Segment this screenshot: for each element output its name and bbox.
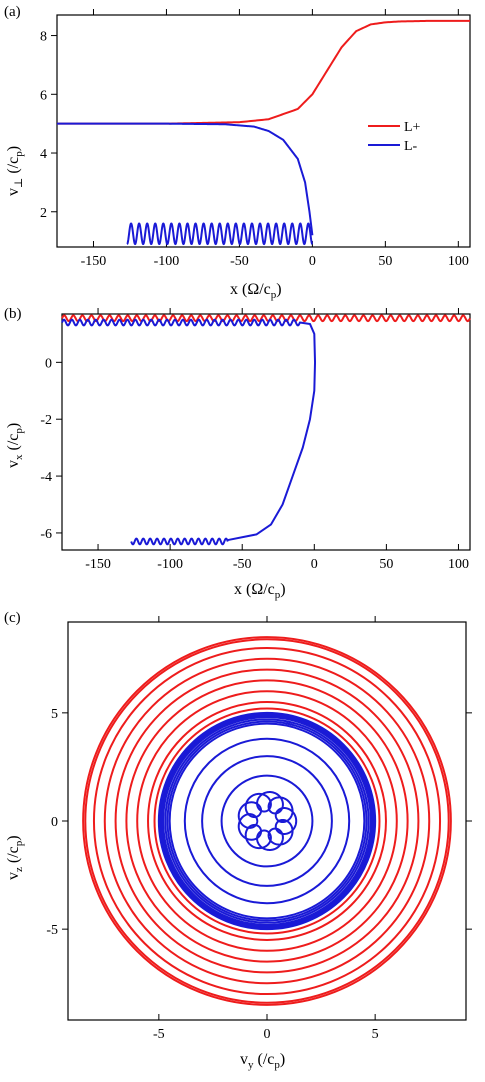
panel-c-label: (c) [4, 610, 21, 626]
legend-label-lminus: L- [404, 139, 418, 154]
y-tick-label: 4 [40, 147, 47, 162]
series-lminus-oscillation [126, 222, 314, 246]
panel-b: (b) -150 -100 -50 0 50 100 0 -2 -4 -6 x (Ω/cp) vx… [4, 306, 471, 601]
series-lplus-line [61, 314, 471, 323]
x-tick-label: 0 [309, 254, 316, 269]
panel-a-label: (a) [4, 4, 21, 20]
y-tick-label: -2 [40, 413, 52, 428]
series-lminus-circle [220, 774, 314, 868]
series-lplus-circle [147, 701, 387, 941]
x-tick-label: -5 [153, 1027, 165, 1042]
panel-a-legend: L+ L- [368, 120, 421, 154]
y-tick-label: -4 [40, 470, 52, 485]
series-lminus-circle [166, 720, 368, 922]
panel-c-series [82, 636, 452, 1006]
y-tick-label: 0 [45, 356, 52, 371]
panel-a-ylabel: v⊥ (/cp) [5, 146, 25, 196]
x-tick-label: 50 [378, 254, 392, 269]
x-tick-label: -150 [85, 557, 111, 572]
panel-b-label: (b) [4, 306, 22, 322]
panel-a-frame [56, 14, 471, 248]
series-lminus-circle [201, 755, 333, 887]
y-tick-label: 5 [51, 707, 58, 722]
series-lplus-circle [114, 668, 420, 974]
panel-c-frame [67, 621, 467, 1021]
panel-b-ticks: -150 -100 -50 0 50 100 0 -2 -4 -6 [40, 308, 469, 572]
series-lplus-circle [92, 646, 442, 996]
series-lplus-circle [153, 707, 381, 935]
series-lminus-circle [168, 722, 366, 920]
panel-b-ylabel: vx (/cp) [5, 423, 25, 468]
series-lminus-line [56, 122, 314, 236]
panel-b-frame [61, 313, 471, 551]
x-tick-label: -100 [154, 254, 180, 269]
panel-a-xlabel: x (Ω/cp) [230, 281, 282, 301]
series-lminus-circle [183, 737, 351, 905]
series-lminus-circle [164, 718, 370, 924]
panel-c-ylabel: vz (/cp) [5, 835, 25, 880]
panel-b-xlabel: x (Ω/cp) [234, 581, 286, 601]
series-lminus-line [61, 318, 317, 542]
x-tick-label: -50 [233, 557, 252, 572]
panel-c-xlabel: vy (/cp) [240, 1051, 285, 1071]
x-tick-label: 100 [448, 557, 469, 572]
x-tick-label: 0 [264, 1027, 271, 1042]
y-tick-label: -6 [40, 527, 52, 542]
series-lminus-epicycle [237, 791, 298, 851]
y-tick-label: 2 [40, 206, 47, 221]
y-tick-label: 0 [51, 815, 58, 830]
series-lplus-circle [136, 690, 398, 952]
y-tick-label: 8 [40, 30, 47, 45]
y-tick-label: -5 [46, 923, 58, 938]
series-lminus-circle [161, 715, 373, 927]
series-lplus-line [57, 19, 470, 125]
series-lplus-circle [84, 638, 450, 1004]
x-tick-label: 100 [448, 254, 469, 269]
series-lplus-circle [103, 657, 431, 985]
x-tick-label: 0 [311, 557, 318, 572]
panel-a-ticks: -150 -100 -50 0 50 100 2 4 6 8 [40, 9, 469, 269]
series-lplus-circle [82, 636, 452, 1006]
series-lplus-circle [125, 679, 409, 963]
x-tick-label: 5 [372, 1027, 379, 1042]
panel-a: (a) -150 -100 -50 0 50 100 2 4 6 8 L+ L- x (Ω/cp)… [4, 4, 471, 301]
series-lminus-circle [160, 714, 374, 928]
x-tick-label: -50 [230, 254, 249, 269]
series-lminus-circle [158, 712, 376, 930]
x-tick-label: -100 [157, 557, 183, 572]
panel-c: (c) -5 0 5 5 0 -5 vy (/cp) vz (/cp) [4, 610, 472, 1071]
x-tick-label: -150 [81, 254, 107, 269]
panel-b-series [61, 314, 471, 546]
series-lminus-bottom-oscillation [130, 537, 229, 546]
series-lminus-circle [157, 711, 377, 931]
series-lminus-circle [162, 716, 372, 926]
panel-c-ticks: -5 0 5 5 0 -5 [46, 616, 472, 1042]
legend-label-lplus: L+ [404, 120, 421, 135]
panel-a-series [56, 19, 470, 246]
y-tick-label: 6 [40, 88, 47, 103]
x-tick-label: 50 [379, 557, 393, 572]
